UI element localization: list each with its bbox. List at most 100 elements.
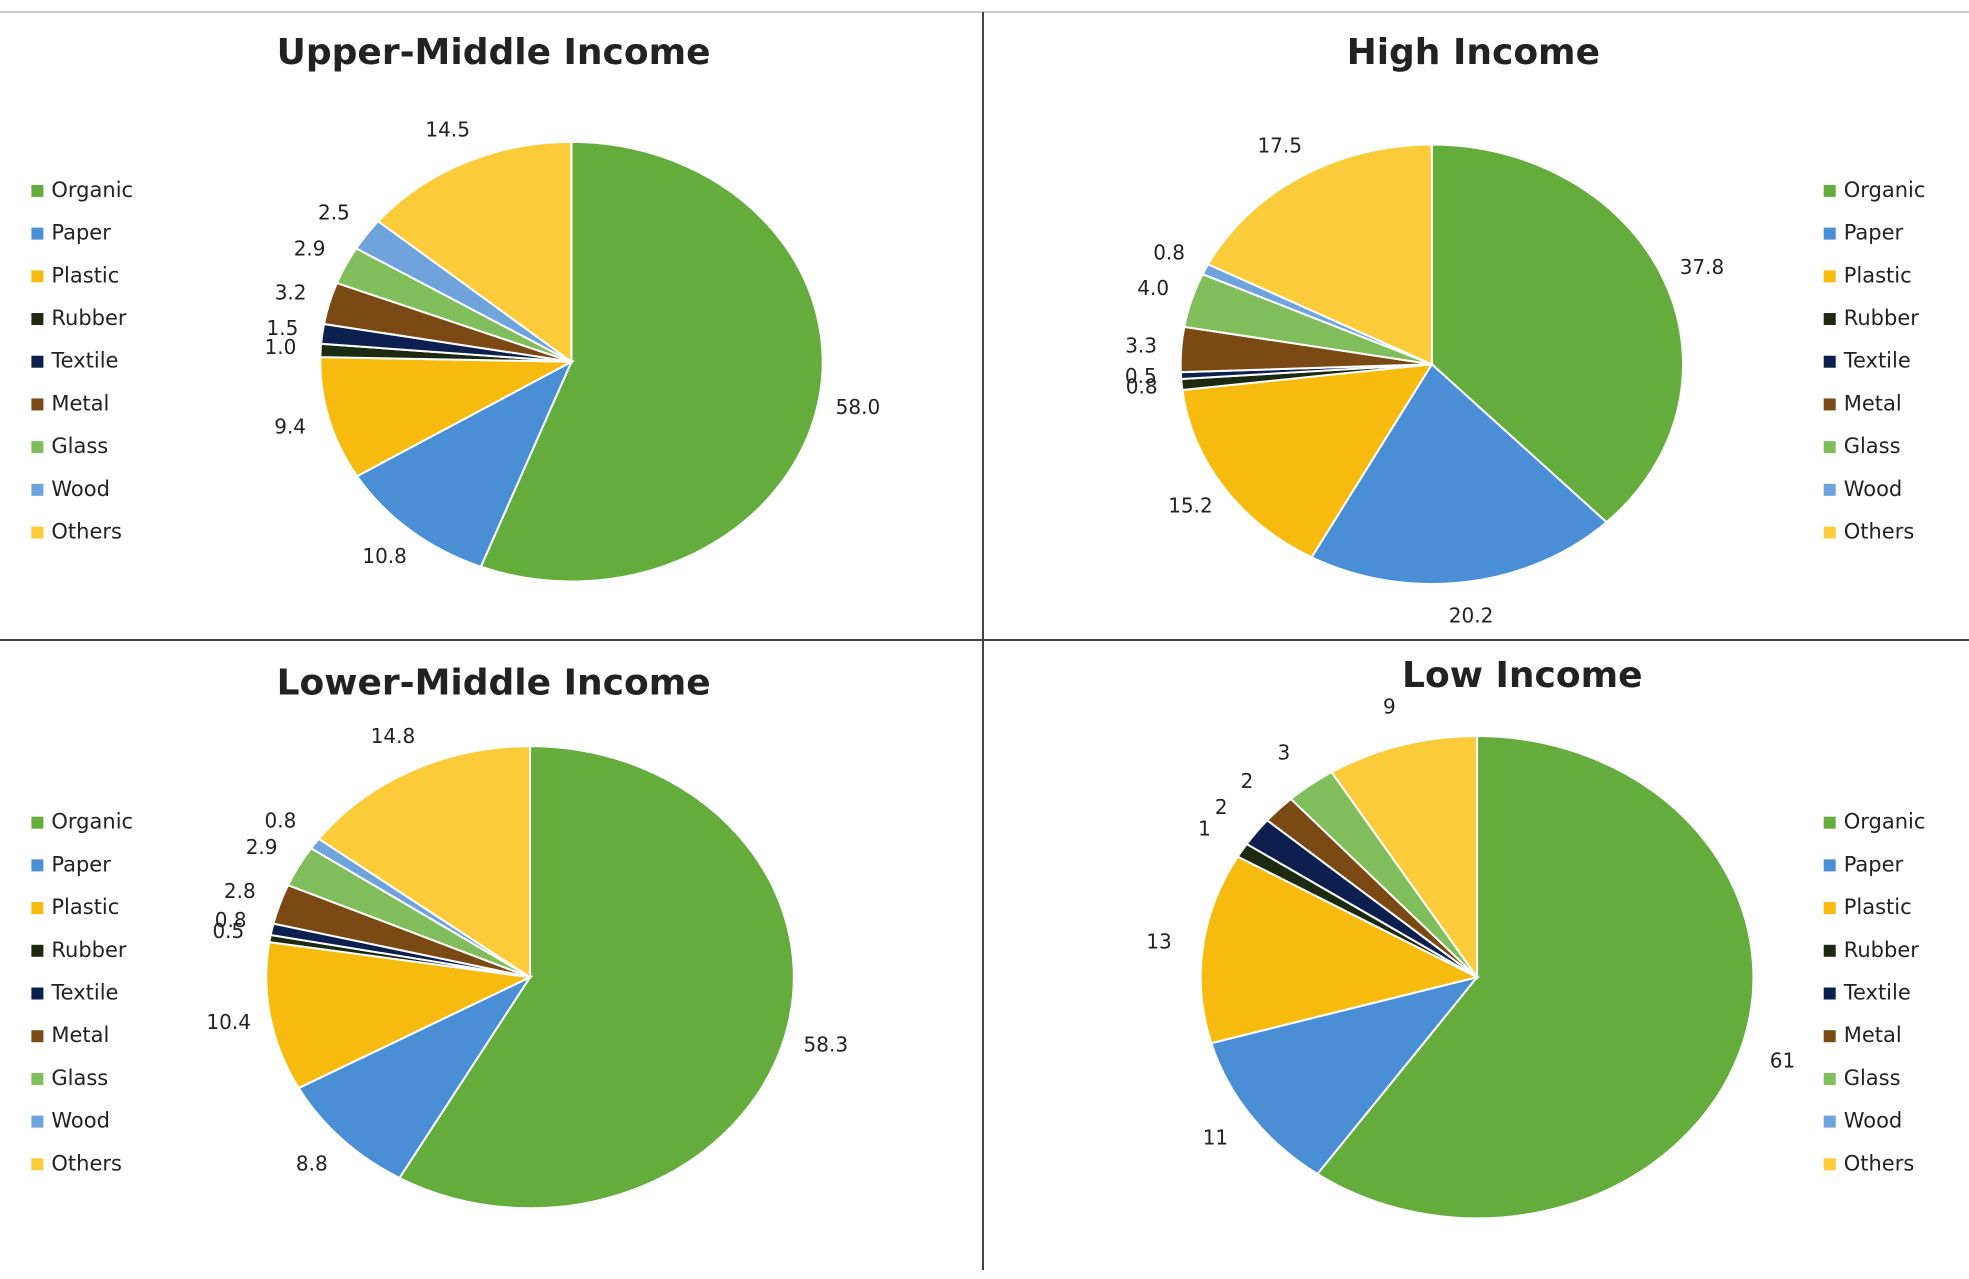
legend-label: Paper <box>51 852 111 876</box>
legend-label: Organic <box>1844 178 1926 202</box>
data-label: 2.9 <box>294 236 326 260</box>
data-label: 9 <box>1383 695 1396 719</box>
legend-swatch <box>1823 859 1836 872</box>
data-label: 3 <box>1278 740 1291 764</box>
legend-swatch <box>31 313 44 326</box>
data-label: 0.8 <box>1126 374 1158 398</box>
pie-slice <box>1181 363 1434 559</box>
legend-label: Metal <box>51 391 109 415</box>
legend-label: Others <box>1844 1151 1915 1175</box>
data-label: 58.3 <box>804 1032 849 1056</box>
data-label: 37.8 <box>1680 255 1725 279</box>
data-label: 10.8 <box>362 544 407 568</box>
legend-label: Glass <box>1844 1066 1901 1090</box>
legend-swatch <box>31 1030 44 1043</box>
legend-label: Rubber <box>1844 306 1920 330</box>
pie-slice <box>317 745 532 980</box>
legend-label: Textile <box>1843 980 1911 1004</box>
legend-swatch <box>1823 816 1836 829</box>
legend-swatch <box>1823 1158 1836 1171</box>
data-label: 4.0 <box>1137 276 1169 300</box>
legend-swatch <box>1823 483 1836 496</box>
pie-slice <box>1315 735 1755 1220</box>
data-label: 0.5 <box>212 919 244 943</box>
legend-label: Textile <box>1843 349 1911 373</box>
legend-label: Paper <box>51 221 111 245</box>
legend-label: Organic <box>51 810 133 834</box>
chart-title: Upper-Middle Income <box>277 32 711 73</box>
legend-swatch <box>31 355 44 368</box>
chart-title: High Income <box>1347 32 1600 73</box>
legend-label: Wood <box>1844 477 1903 501</box>
legend-swatch <box>1823 227 1836 240</box>
data-label: 2.9 <box>246 835 278 859</box>
legend-label: Textile <box>50 349 118 373</box>
data-label: 0.8 <box>1153 240 1185 264</box>
legend-label: Metal <box>1844 1023 1902 1047</box>
data-label: 1.0 <box>265 335 297 359</box>
legend-swatch <box>31 1072 44 1085</box>
legend-swatch <box>1823 184 1836 197</box>
legend-label: Metal <box>51 1023 109 1047</box>
data-label: 14.8 <box>371 724 416 748</box>
data-label: 0.5 <box>1125 364 1157 388</box>
pie-slice <box>479 140 824 583</box>
data-label: 15.2 <box>1168 494 1213 518</box>
data-label: 2 <box>1241 769 1254 793</box>
legend-swatch <box>31 902 44 915</box>
legend-label: Rubber <box>51 938 127 962</box>
data-label: 61 <box>1770 1048 1795 1072</box>
legend-swatch <box>1823 944 1836 957</box>
legend-swatch <box>31 816 44 829</box>
data-label: 14.5 <box>425 117 470 141</box>
legend-swatch <box>1823 355 1836 368</box>
data-label: 17.5 <box>1257 133 1302 157</box>
legend-swatch <box>1823 987 1836 1000</box>
chart-title: Lower-Middle Income <box>277 663 711 704</box>
legend-label: Glass <box>51 434 108 458</box>
data-label: 10.4 <box>206 1010 251 1034</box>
legend-swatch <box>1823 526 1836 539</box>
data-label: 58.0 <box>836 395 881 419</box>
data-label: 13 <box>1146 929 1171 953</box>
chart-title: Low Income <box>1402 655 1643 696</box>
legend-label: Others <box>1844 520 1915 544</box>
legend-swatch <box>1823 270 1836 283</box>
pie-slice <box>355 359 574 568</box>
legend-swatch <box>31 184 44 197</box>
data-label: 8.8 <box>296 1152 328 1176</box>
legend-swatch <box>31 987 44 1000</box>
legend-swatch <box>1823 313 1836 326</box>
data-label: 2 <box>1215 795 1228 819</box>
legend-swatch <box>31 227 44 240</box>
pie-slice <box>319 356 576 478</box>
legend-swatch <box>31 944 44 957</box>
legend-swatch <box>31 1158 44 1171</box>
legend-swatch <box>31 270 44 283</box>
pie-slice <box>1310 362 1609 586</box>
data-label: 0.8 <box>215 908 247 932</box>
legend-label: Others <box>51 520 122 544</box>
data-label: 3.2 <box>275 280 307 304</box>
legend-swatch <box>1823 441 1836 454</box>
legend-label: Wood <box>51 1109 110 1133</box>
legend-swatch <box>1823 1030 1836 1043</box>
legend-label: Plastic <box>51 895 119 919</box>
pie-slice <box>1199 855 1480 1045</box>
legend-label: Organic <box>1844 810 1926 834</box>
pie-slice <box>1330 735 1479 981</box>
legend-label: Glass <box>51 1066 108 1090</box>
legend-label: Rubber <box>51 306 127 330</box>
legend-swatch <box>31 441 44 454</box>
legend-label: Paper <box>1844 852 1904 876</box>
legend-label: Paper <box>1844 221 1904 245</box>
data-label: 2.5 <box>318 201 350 225</box>
pie-slice <box>376 140 573 364</box>
pie-slice <box>265 941 534 1090</box>
legend-label: Glass <box>1844 434 1901 458</box>
legend-swatch <box>31 398 44 411</box>
legend-label: Rubber <box>1844 938 1920 962</box>
legend-label: Plastic <box>1844 263 1912 287</box>
